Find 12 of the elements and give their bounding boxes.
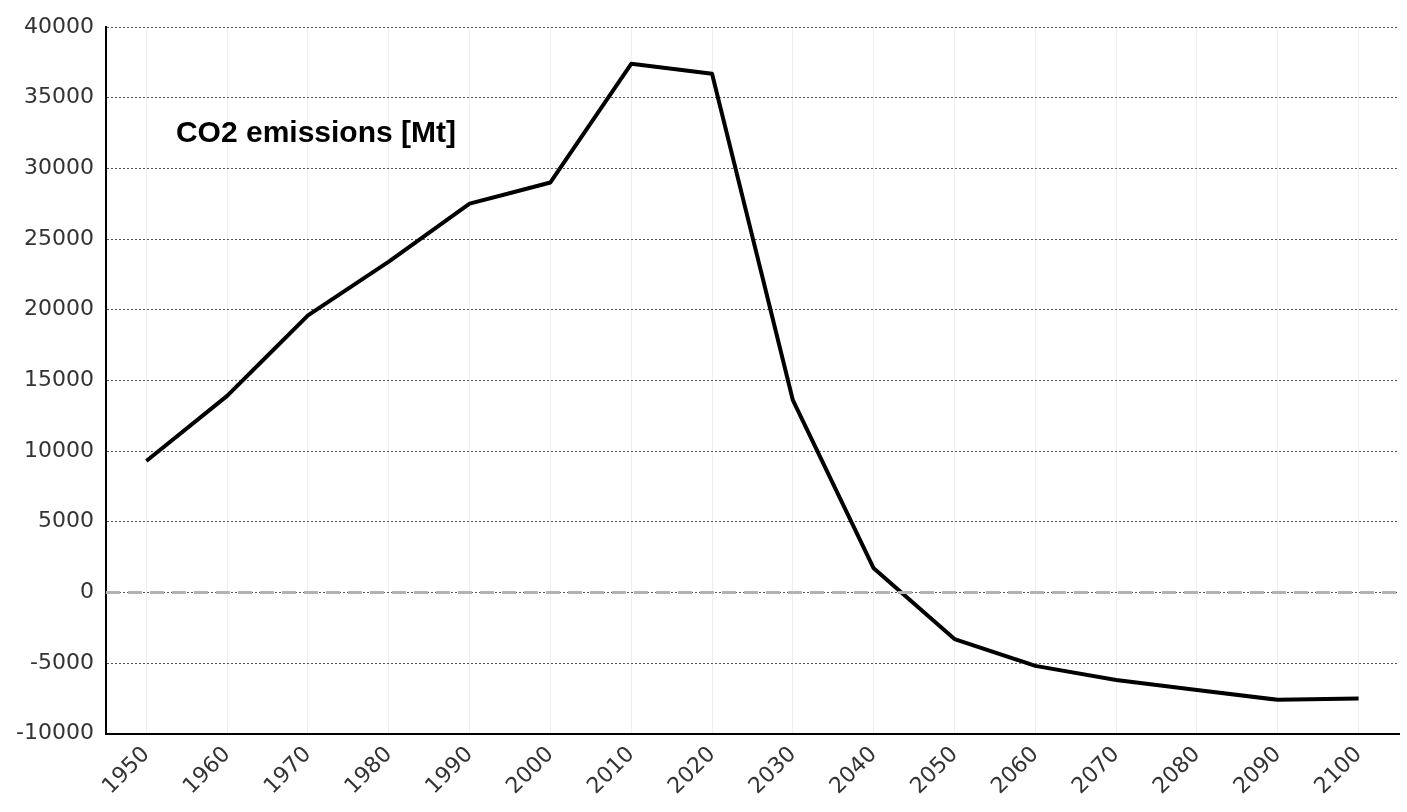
y-tick-label: 40000 xyxy=(23,12,94,38)
y-tick-label: -10000 xyxy=(15,719,94,745)
y-tick-label: 20000 xyxy=(23,295,94,321)
y-tick-label: 0 xyxy=(79,578,94,604)
y-tick-label: 5000 xyxy=(37,507,94,533)
y-tick-label: -5000 xyxy=(29,648,94,674)
y-tick-label: 30000 xyxy=(23,154,94,180)
text: CO2 emissions [Mt] xyxy=(175,115,456,148)
y-tick-label: 10000 xyxy=(23,436,94,462)
y-tick-label: 15000 xyxy=(23,366,94,392)
y-tick-label: 35000 xyxy=(23,83,94,109)
y-tick-label: 25000 xyxy=(23,224,94,250)
